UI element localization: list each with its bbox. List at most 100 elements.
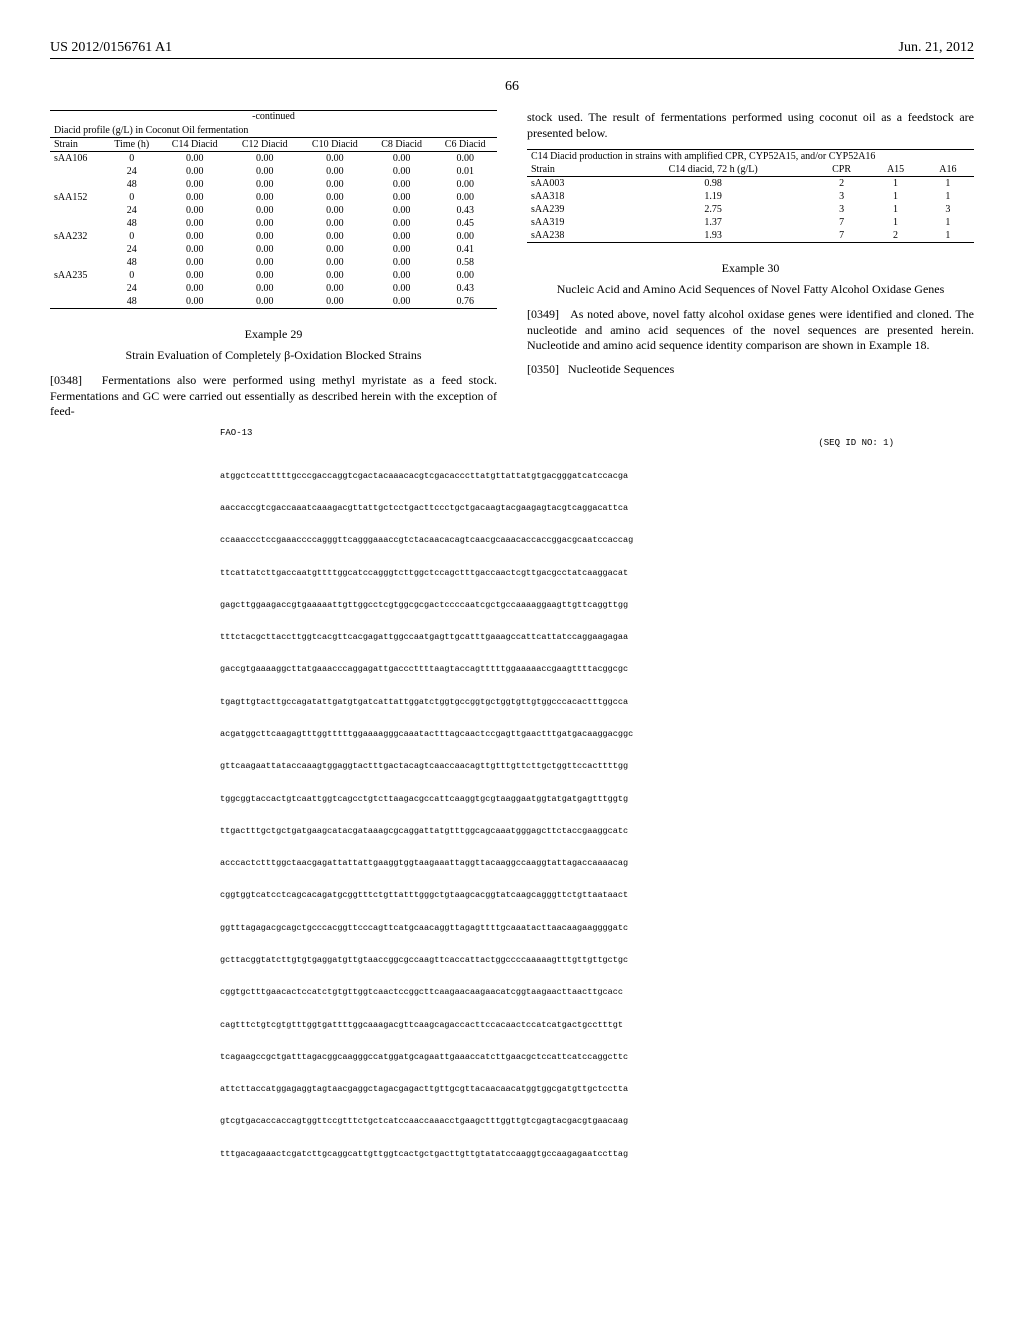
table-cell: 0.00 xyxy=(300,282,370,295)
table-cell: 2 xyxy=(814,177,870,191)
table-cell: 0.00 xyxy=(433,269,497,282)
table-cell: 0.00 xyxy=(370,191,434,204)
table-cell xyxy=(50,217,104,230)
table-cell: 0.00 xyxy=(370,178,434,191)
c14-table: C14 Diacid production in strains with am… xyxy=(527,150,974,242)
para-text-0349: As noted above, novel fatty alcohol oxid… xyxy=(527,307,974,352)
table-cell: 0.00 xyxy=(230,282,300,295)
table-cell: 0.00 xyxy=(433,178,497,191)
table-cell: 0.00 xyxy=(300,295,370,308)
table-cell: 1 xyxy=(922,177,974,191)
table-cell: 0.98 xyxy=(613,177,814,191)
t2-col-cpr: CPR xyxy=(814,163,870,177)
table-cell: 1.93 xyxy=(613,229,814,242)
t2-col-strain: Strain xyxy=(527,163,613,177)
table-cell: 0.00 xyxy=(300,204,370,217)
paragraph-0350: [0350] Nucleotide Sequences xyxy=(527,362,974,378)
table-cell: 0.43 xyxy=(433,204,497,217)
table-cell: 0.00 xyxy=(160,269,230,282)
table-cell: 1 xyxy=(922,216,974,229)
table-row: 480.000.000.000.000.76 xyxy=(50,295,497,308)
table-cell: sAA319 xyxy=(527,216,613,229)
table-cell: 7 xyxy=(814,216,870,229)
table-cell: 0.00 xyxy=(160,204,230,217)
table-cell: 0.00 xyxy=(300,165,370,178)
table-row: sAA3181.19311 xyxy=(527,190,974,203)
diacid-table: Diacid profile (g/L) in Coconut Oil ferm… xyxy=(50,124,497,308)
table1-caption: Diacid profile (g/L) in Coconut Oil ferm… xyxy=(50,124,497,138)
example-30-title: Example 30 xyxy=(527,261,974,276)
table-row: sAA0030.98211 xyxy=(527,177,974,191)
right-column: stock used. The result of fermentations … xyxy=(527,110,974,428)
table-cell xyxy=(50,282,104,295)
page-header: US 2012/0156761 A1 Jun. 21, 2012 xyxy=(50,40,974,59)
table-cell xyxy=(50,243,104,256)
page-number: 66 xyxy=(50,79,974,95)
table-cell: 0.00 xyxy=(230,295,300,308)
table-cell: 0.00 xyxy=(370,230,434,243)
table-cell: 0.00 xyxy=(230,165,300,178)
table-cell: 0.00 xyxy=(370,152,434,166)
example-29-subtitle: Strain Evaluation of Completely β-Oxidat… xyxy=(50,348,497,363)
table-cell: 0.00 xyxy=(300,152,370,166)
table-cell: 1 xyxy=(922,190,974,203)
table-row: 480.000.000.000.000.00 xyxy=(50,178,497,191)
table-row: 480.000.000.000.000.45 xyxy=(50,217,497,230)
table-cell: 0 xyxy=(104,269,160,282)
t2-col-a15: A15 xyxy=(869,163,921,177)
table-cell: 0.00 xyxy=(370,256,434,269)
table-cell: sAA318 xyxy=(527,190,613,203)
paragraph-0349: [0349] As noted above, novel fatty alcoh… xyxy=(527,307,974,354)
table-cell: 0.00 xyxy=(370,282,434,295)
table-cell: sAA239 xyxy=(527,203,613,216)
col-c14: C14 Diacid xyxy=(160,138,230,152)
table-cell: 3 xyxy=(814,190,870,203)
sequence-label: FAO-13 xyxy=(220,428,974,438)
table-cell: 0.76 xyxy=(433,295,497,308)
table-continued-label: -continued xyxy=(50,111,497,122)
table-row: sAA2392.75313 xyxy=(527,203,974,216)
table-cell xyxy=(50,165,104,178)
col-c8: C8 Diacid xyxy=(370,138,434,152)
table-cell: 0.00 xyxy=(160,217,230,230)
table-cell: 0.00 xyxy=(230,230,300,243)
table2-caption: C14 Diacid production in strains with am… xyxy=(527,150,974,163)
table-cell: 0.00 xyxy=(160,282,230,295)
table-row: 240.000.000.000.000.41 xyxy=(50,243,497,256)
table-cell: 0.58 xyxy=(433,256,497,269)
table1-header-row: Strain Time (h) C14 Diacid C12 Diacid C1… xyxy=(50,138,497,152)
table-cell: 0.00 xyxy=(160,191,230,204)
table-cell: 0.00 xyxy=(230,256,300,269)
table-cell: 0.00 xyxy=(300,230,370,243)
table-c14-production: C14 Diacid production in strains with am… xyxy=(527,149,974,243)
table-cell: 0.00 xyxy=(370,269,434,282)
left-column: -continued Diacid profile (g/L) in Cocon… xyxy=(50,110,497,428)
col-c10: C10 Diacid xyxy=(300,138,370,152)
two-column-layout: -continued Diacid profile (g/L) in Cocon… xyxy=(50,110,974,428)
table-cell: 0.00 xyxy=(230,269,300,282)
table-cell: 0.01 xyxy=(433,165,497,178)
patent-number: US 2012/0156761 A1 xyxy=(50,40,172,56)
table-row: 480.000.000.000.000.58 xyxy=(50,256,497,269)
table-cell: 0.00 xyxy=(433,152,497,166)
table-cell: 0.00 xyxy=(230,191,300,204)
table-cell: 0.00 xyxy=(300,178,370,191)
table-cell: 0.00 xyxy=(160,178,230,191)
table-row: sAA2381.93721 xyxy=(527,229,974,242)
table-cell: sAA232 xyxy=(50,230,104,243)
table-cell: 0.00 xyxy=(370,217,434,230)
table-cell xyxy=(50,295,104,308)
table-cell: 0 xyxy=(104,152,160,166)
table-cell: 0.00 xyxy=(300,269,370,282)
table-cell: 2 xyxy=(869,229,921,242)
table-row: sAA23200.000.000.000.000.00 xyxy=(50,230,497,243)
table-cell: 0 xyxy=(104,230,160,243)
col-time: Time (h) xyxy=(104,138,160,152)
table-cell: 0.00 xyxy=(433,191,497,204)
table-cell: 1.37 xyxy=(613,216,814,229)
table-cell: 3 xyxy=(922,203,974,216)
table-cell: 0.00 xyxy=(160,295,230,308)
table-cell: 0.00 xyxy=(300,217,370,230)
paragraph-0348: [0348] Fermentations also were performed… xyxy=(50,373,497,420)
table-cell: 24 xyxy=(104,204,160,217)
